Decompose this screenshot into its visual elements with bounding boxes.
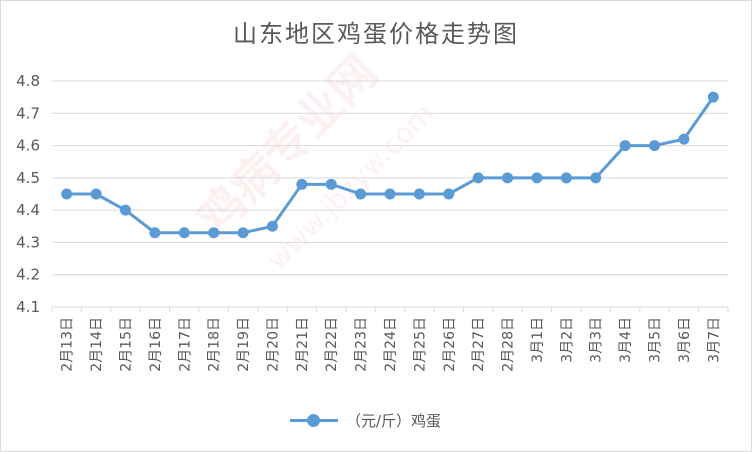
- y-tick-label: 4.4: [16, 201, 40, 219]
- x-tick-label: 2月13日: [60, 317, 76, 372]
- data-point: [325, 178, 337, 190]
- legend: （元/斤）鸡蛋: [290, 408, 441, 432]
- data-point: [237, 227, 249, 239]
- data-point: [619, 140, 631, 152]
- legend-label: （元/斤）鸡蛋: [346, 411, 442, 430]
- data-point: [208, 227, 220, 239]
- data-point: [649, 140, 661, 152]
- data-point: [502, 172, 514, 184]
- data-point: [61, 188, 73, 200]
- y-tick-label: 4.1: [16, 298, 40, 316]
- y-tick-label: 4.8: [16, 72, 40, 90]
- x-tick-label: 2月28日: [501, 317, 517, 372]
- y-tick-label: 4.6: [16, 137, 40, 155]
- x-tick-label: 3月7日: [706, 317, 722, 363]
- data-point: [413, 188, 425, 200]
- x-tick-label: 3月2日: [559, 317, 575, 363]
- data-point: [590, 172, 602, 184]
- x-tick-label: 3月1日: [530, 317, 546, 363]
- data-point: [296, 178, 308, 190]
- x-tick-label: 2月18日: [207, 317, 223, 372]
- x-tick-label: 2月25日: [412, 317, 428, 372]
- x-tick-label: 2月24日: [383, 317, 399, 372]
- x-tick-label: 2月21日: [295, 317, 311, 372]
- x-tick-label: 3月6日: [677, 317, 693, 363]
- x-tick-label: 2月14日: [89, 317, 105, 372]
- data-point: [119, 204, 131, 216]
- x-tick-label: 2月27日: [471, 317, 487, 372]
- x-tick-label: 3月4日: [618, 317, 634, 363]
- x-tick-label: 2月22日: [324, 317, 340, 372]
- data-point: [678, 133, 690, 145]
- x-tick-label: 2月19日: [236, 317, 252, 372]
- data-point: [90, 188, 102, 200]
- data-point: [707, 91, 719, 103]
- data-point: [384, 188, 396, 200]
- data-point: [149, 227, 161, 239]
- legend-marker: [290, 410, 338, 430]
- x-tick-label: 2月23日: [354, 317, 370, 372]
- data-point: [472, 172, 484, 184]
- y-tick-label: 4.3: [16, 233, 40, 251]
- data-point: [531, 172, 543, 184]
- x-tick-label: 2月17日: [177, 317, 193, 372]
- data-point: [443, 188, 455, 200]
- x-tick-label: 2月20日: [265, 317, 281, 372]
- data-point: [560, 172, 572, 184]
- data-point: [266, 220, 278, 232]
- data-point: [355, 188, 367, 200]
- x-tick-label: 3月5日: [648, 317, 664, 363]
- y-tick-label: 4.7: [16, 104, 40, 122]
- y-tick-label: 4.5: [16, 169, 40, 187]
- y-tick-label: 4.2: [16, 266, 40, 284]
- data-point: [178, 227, 190, 239]
- chart-title: 山东地区鸡蛋价格走势图: [233, 20, 519, 48]
- x-tick-label: 2月15日: [118, 317, 134, 372]
- x-tick-label: 3月3日: [589, 317, 605, 363]
- x-tick-label: 2月26日: [442, 317, 458, 372]
- x-tick-label: 2月16日: [148, 317, 164, 372]
- series-line: [66, 96, 715, 235]
